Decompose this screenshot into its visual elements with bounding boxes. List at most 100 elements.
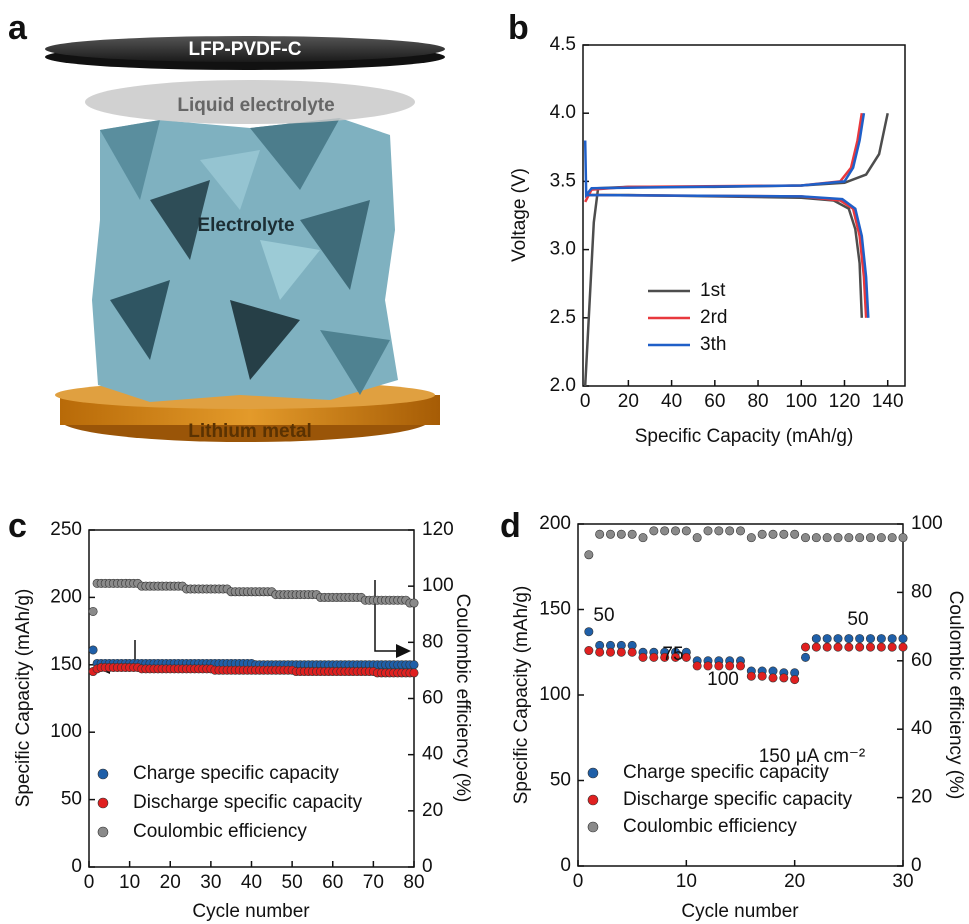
marker	[801, 643, 809, 651]
marker	[877, 634, 885, 642]
y2-tick-label: 80	[422, 631, 443, 652]
marker	[801, 653, 809, 661]
legend-swatch	[588, 795, 598, 805]
marker	[866, 643, 874, 651]
y2-tick-label: 100	[911, 513, 943, 534]
electrolyte-label: Electrolyte	[197, 215, 294, 236]
marker	[888, 643, 896, 651]
x-tick-label: 40	[661, 391, 682, 412]
y-tick-label: 3.5	[550, 170, 576, 191]
marker	[812, 533, 820, 541]
y-tick-label: 150	[50, 654, 82, 675]
y-tick-label: 4.0	[550, 102, 576, 123]
marker	[693, 662, 701, 670]
series-line	[585, 113, 866, 318]
liquid-label: Liquid electrolyte	[177, 95, 334, 116]
marker	[899, 643, 907, 651]
marker	[758, 530, 766, 538]
marker	[628, 530, 636, 538]
x-tick-label: 60	[704, 391, 725, 412]
series-line	[585, 113, 888, 386]
marker	[747, 533, 755, 541]
y2-tick-label: 20	[911, 787, 932, 808]
marker	[747, 672, 755, 680]
marker	[628, 648, 636, 656]
marker	[715, 527, 723, 535]
chart: c010203040506070800501001502002500204060…	[8, 507, 473, 922]
y-tick-label: 250	[50, 519, 82, 540]
x-tick-label: 120	[829, 391, 861, 412]
marker	[790, 675, 798, 683]
marker	[595, 648, 603, 656]
y-axis-label: Specific Capacity (mAh/g)	[511, 586, 532, 805]
panel-letter: c	[8, 507, 27, 545]
x-tick-label: 50	[282, 872, 303, 893]
legend-label: 3th	[700, 334, 726, 355]
marker	[812, 643, 820, 651]
chart: b0204060801001201402.02.53.03.54.04.5Spe…	[508, 9, 905, 447]
chart: d0102030050100150200020406080100Cycle nu…	[500, 507, 966, 922]
y-tick-label: 150	[539, 599, 571, 620]
y2-tick-label: 0	[911, 855, 922, 876]
arrow-right	[375, 580, 398, 651]
annotation: 150 μA cm⁻²	[759, 746, 866, 767]
marker	[660, 527, 668, 535]
y-axis-label: Specific Capacity (mAh/g)	[13, 589, 34, 808]
marker	[606, 530, 614, 538]
marker	[855, 533, 863, 541]
marker	[888, 634, 896, 642]
legend-label: Coulombic efficiency	[133, 821, 307, 842]
marker	[769, 674, 777, 682]
y-axis-label: Voltage (V)	[509, 168, 530, 262]
marker	[866, 533, 874, 541]
marker	[725, 527, 733, 535]
marker	[780, 674, 788, 682]
marker	[595, 530, 603, 538]
legend-label: Charge specific capacity	[133, 763, 339, 784]
annotation: 50	[593, 605, 614, 626]
marker	[769, 530, 777, 538]
panel-letter: a	[8, 9, 28, 47]
marker	[585, 646, 593, 654]
marker	[606, 648, 614, 656]
x-axis-label: Specific Capacity (mAh/g)	[635, 426, 854, 447]
marker	[410, 661, 418, 669]
marker	[855, 634, 863, 642]
annotation: 100	[707, 669, 739, 690]
marker	[89, 646, 97, 654]
x-tick-label: 80	[747, 391, 768, 412]
cathode-label: LFP-PVDF-C	[189, 39, 302, 60]
marker	[823, 533, 831, 541]
legend-label: 2rd	[700, 307, 727, 328]
marker	[780, 530, 788, 538]
x-tick-label: 10	[119, 872, 140, 893]
y-tick-label: 0	[71, 856, 82, 877]
y-tick-label: 50	[550, 770, 571, 791]
marker	[758, 672, 766, 680]
legend-swatch	[98, 827, 108, 837]
x-tick-label: 140	[872, 391, 904, 412]
marker	[866, 634, 874, 642]
y-tick-label: 2.5	[550, 307, 576, 328]
x-axis-label: Cycle number	[192, 901, 310, 922]
y2-axis-label: Coulombic efficiency (%)	[945, 591, 966, 800]
marker	[650, 653, 658, 661]
marker	[89, 607, 97, 615]
x-tick-label: 0	[84, 872, 95, 893]
y2-tick-label: 120	[422, 519, 454, 540]
marker	[823, 643, 831, 651]
legend-swatch	[588, 822, 598, 832]
x-tick-label: 70	[363, 872, 384, 893]
y-tick-label: 3.0	[550, 239, 576, 260]
marker	[877, 643, 885, 651]
marker	[410, 599, 418, 607]
y-tick-label: 50	[61, 789, 82, 810]
marker	[650, 527, 658, 535]
y2-tick-label: 40	[422, 744, 443, 765]
marker	[585, 551, 593, 559]
marker	[834, 634, 842, 642]
y-tick-label: 100	[539, 684, 571, 705]
plot-frame	[578, 524, 903, 866]
x-axis-label: Cycle number	[681, 901, 799, 922]
y2-tick-label: 0	[422, 856, 433, 877]
